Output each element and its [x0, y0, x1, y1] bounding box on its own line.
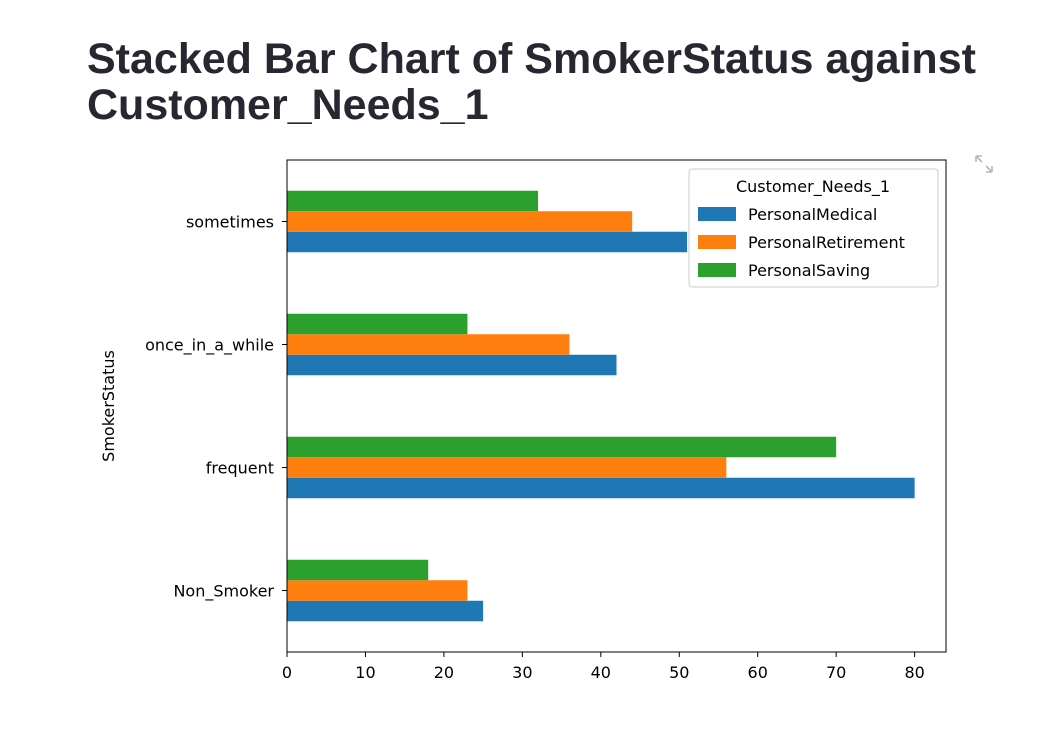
x-tick-label: 80 — [904, 663, 924, 682]
bar-frequent-PersonalSaving — [287, 436, 837, 458]
bar-sometimes-PersonalRetirement — [287, 211, 633, 232]
x-axis: 0 10 20 30 40 50 60 70 80 — [282, 652, 925, 682]
bars-layer — [287, 190, 915, 622]
x-tick-label: 10 — [355, 663, 375, 682]
x-tick-label: 30 — [512, 663, 532, 682]
bar-once_in_a_while-PersonalMedical — [287, 354, 617, 376]
bar-once_in_a_while-PersonalRetirement — [287, 334, 570, 355]
bar-sometimes-PersonalSaving — [287, 190, 539, 212]
legend-swatch-PersonalSaving — [698, 263, 736, 277]
y-tick-label: Non_Smoker — [173, 582, 274, 602]
y-axis-label: SmokerStatus — [99, 350, 118, 462]
bar-Non_Smoker-PersonalMedical — [287, 600, 484, 622]
bar-frequent-PersonalRetirement — [287, 457, 727, 478]
bar-sometimes-PersonalMedical — [287, 231, 688, 253]
bar-Non_Smoker-PersonalSaving — [287, 559, 429, 581]
legend-frame — [688, 168, 939, 288]
x-tick-label: 70 — [826, 663, 846, 682]
legend-label-PersonalMedical: PersonalMedical — [748, 205, 877, 224]
legend: Customer_Needs_1 PersonalMedical Personal… — [688, 168, 939, 288]
y-tick-label: once_in_a_while — [145, 336, 274, 356]
legend-title: Customer_Needs_1 — [736, 177, 890, 197]
bar-frequent-PersonalMedical — [287, 477, 915, 499]
y-tick-label: frequent — [206, 459, 274, 478]
legend-swatch-PersonalRetirement — [698, 235, 736, 249]
x-tick-label: 40 — [591, 663, 611, 682]
page-title: Stacked Bar Chart of SmokerStatus agains… — [87, 35, 976, 129]
legend-label-PersonalSaving: PersonalSaving — [748, 261, 870, 280]
bar-once_in_a_while-PersonalSaving — [287, 313, 468, 335]
legend-label-PersonalRetirement: PersonalRetirement — [748, 233, 905, 252]
axes-frame — [286, 159, 947, 653]
expand-icon[interactable] — [974, 154, 994, 174]
y-tick-label: sometimes — [186, 213, 274, 232]
y-axis: Non_Smoker frequent once_in_a_while sometim… — [145, 213, 287, 602]
x-tick-label: 0 — [282, 663, 292, 682]
legend-swatch-PersonalMedical — [698, 207, 736, 221]
x-tick-label: 50 — [669, 663, 689, 682]
bar-Non_Smoker-PersonalRetirement — [287, 580, 468, 601]
x-tick-label: 20 — [434, 663, 454, 682]
x-tick-label: 60 — [748, 663, 768, 682]
